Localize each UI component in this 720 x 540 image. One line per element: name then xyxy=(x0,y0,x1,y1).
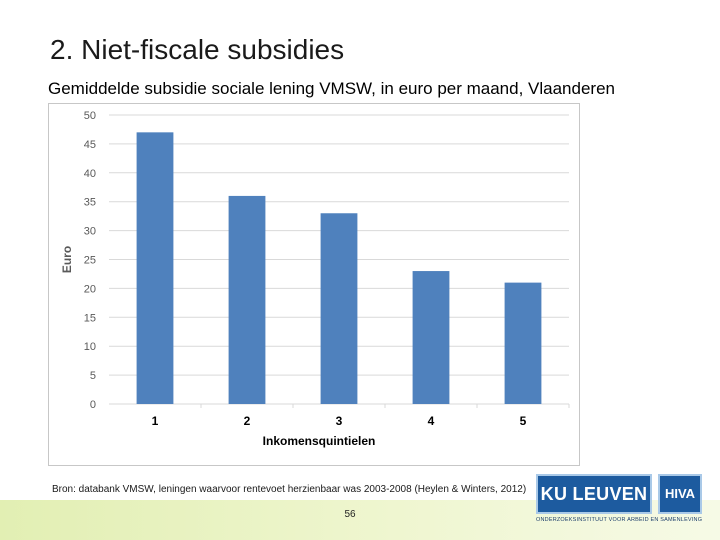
slide-title: 2. Niet-fiscale subsidies xyxy=(50,34,345,65)
source-note: Bron: databank VMSW, leningen waarvoor r… xyxy=(52,484,527,495)
y-tick-label: 30 xyxy=(84,226,96,238)
y-axis-label: Euro xyxy=(60,246,74,273)
bar xyxy=(412,271,450,404)
chart-subtitle: Gemiddelde subsidie sociale lening VMSW,… xyxy=(48,79,615,98)
x-tick-label: 4 xyxy=(428,414,435,428)
y-axis-ticks: 0 5 10 15 20 25 30 35 40 45 50 xyxy=(84,110,96,411)
y-tick-label: 50 xyxy=(84,110,96,122)
y-tick-label: 10 xyxy=(84,341,96,353)
logo-tagline: ONDERZOEKSINSTITUUT VOOR ARBEID EN SAMEN… xyxy=(536,517,703,523)
y-tick-label: 0 xyxy=(90,399,96,411)
x-tick-label: 2 xyxy=(244,414,251,428)
y-tick-label: 35 xyxy=(84,197,96,209)
x-tick-label: 5 xyxy=(520,414,527,428)
x-axis-label: Inkomensquintielen xyxy=(263,434,376,448)
y-tick-label: 20 xyxy=(84,283,96,295)
x-tick-label: 1 xyxy=(152,414,159,428)
page-number: 56 xyxy=(344,509,356,520)
ku-leuven-logo-text: KU LEUVEN xyxy=(536,474,652,514)
y-tick-label: 15 xyxy=(84,312,96,324)
x-axis-ticks: 1 2 3 4 5 xyxy=(152,404,570,428)
y-tick-label: 45 xyxy=(84,139,96,151)
bar xyxy=(136,132,174,404)
y-tick-label: 40 xyxy=(84,168,96,180)
bar xyxy=(320,213,358,404)
bars xyxy=(136,132,542,404)
x-tick-label: 3 xyxy=(336,414,343,428)
ku-leuven-hiva-logo: KU LEUVEN HIVA ONDERZOEKSINSTITUUT VOOR … xyxy=(532,472,706,532)
bar xyxy=(228,195,266,404)
hiva-logo-text: HIVA xyxy=(658,474,702,514)
y-tick-label: 5 xyxy=(90,370,96,382)
bar xyxy=(504,282,542,404)
y-tick-label: 25 xyxy=(84,255,96,267)
